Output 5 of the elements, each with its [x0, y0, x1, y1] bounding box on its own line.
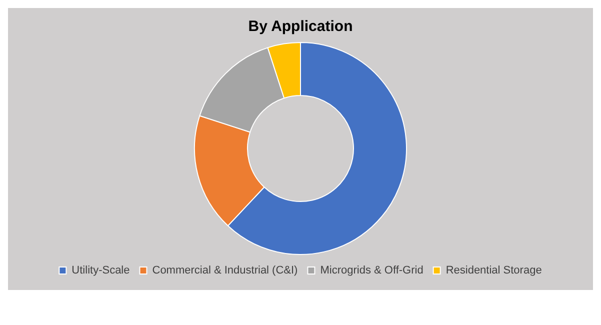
legend-label: Commercial & Industrial (C&I)	[152, 264, 298, 277]
legend-label: Residential Storage	[446, 264, 542, 277]
legend-label: Microgrids & Off-Grid	[320, 264, 424, 277]
legend-label: Utility-Scale	[72, 264, 130, 277]
chart-title: By Application	[248, 18, 353, 36]
